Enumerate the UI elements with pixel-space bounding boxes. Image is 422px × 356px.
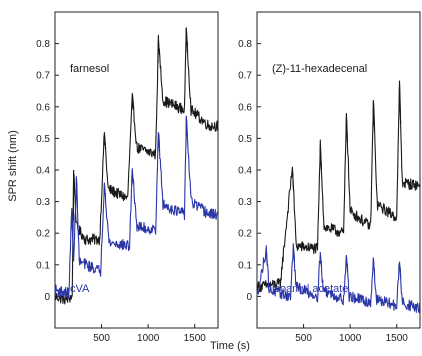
y-tick-label: 0.4 — [238, 166, 252, 177]
left-panel: 0 0.1 0.2 0.3 0.4 0.5 0.6 0.7 0.8 500 1000 1500 fa… — [36, 11, 219, 344]
x-tick-label: 1500 — [184, 333, 207, 344]
peak-spike — [345, 113, 349, 143]
x-tick-label: 1000 — [137, 333, 160, 344]
x-axis-title: Time (s) — [210, 340, 250, 352]
y-tick-label: 0.3 — [36, 197, 50, 208]
series-line-farnesol — [54, 27, 219, 305]
left-panel-series — [54, 27, 219, 305]
peak-spike — [131, 97, 134, 110]
peak-spike — [319, 144, 323, 170]
y-tick-label: 0 — [246, 292, 252, 303]
peak-spike — [372, 258, 376, 275]
peak-spike — [265, 248, 268, 266]
peak-spike — [185, 27, 188, 53]
right-panel-x-ticks: 500 1000 1500 — [295, 324, 408, 344]
peak-spike — [291, 166, 295, 191]
right-panel-y-ticks: 0 0.1 0.2 0.3 0.4 0.5 0.6 0.7 0.8 — [238, 39, 261, 303]
y-tick-label: 0.4 — [36, 166, 50, 177]
right-panel: 0 0.1 0.2 0.3 0.4 0.5 0.6 0.7 0.8 500 1000 1500 (Z… — [238, 11, 421, 344]
peak-spike — [72, 169, 76, 221]
peak-spike — [398, 84, 402, 124]
series-label-isoamyl-acetate: isoamyl acetate — [272, 283, 348, 295]
x-tick-label: 500 — [93, 333, 110, 344]
y-tick-label: 0.6 — [36, 102, 50, 113]
peak-spike — [70, 207, 74, 243]
y-tick-label: 0.5 — [36, 134, 50, 145]
y-tick-label: 0.7 — [238, 71, 252, 82]
y-tick-label: 0.1 — [36, 260, 50, 271]
y-tick-label: 0.2 — [238, 229, 252, 240]
y-tick-label: 0.1 — [238, 260, 252, 271]
y-tick-label: 0.3 — [238, 197, 252, 208]
x-tick-label: 500 — [295, 333, 312, 344]
y-tick-label: 0.8 — [238, 39, 252, 50]
y-tick-label: 0.7 — [36, 71, 50, 82]
peak-spike — [103, 182, 107, 198]
right-panel-frame — [256, 11, 421, 329]
peak-spike — [103, 132, 107, 150]
y-tick-label: 0.5 — [238, 134, 252, 145]
left-panel-x-ticks: 500 1000 1500 — [93, 324, 206, 344]
y-tick-label: 0.6 — [238, 102, 252, 113]
peak-spike — [398, 261, 402, 279]
peak-spike — [292, 245, 295, 263]
x-tick-label: 1500 — [386, 333, 409, 344]
peak-spike — [157, 40, 161, 64]
x-tick-label: 1000 — [339, 333, 362, 344]
y-tick-label: 0.8 — [36, 39, 50, 50]
y-axis-title: SPR shift (nm) — [7, 130, 19, 202]
y-tick-label: 0 — [44, 292, 50, 303]
peak-spike — [131, 169, 134, 186]
peak-spike — [75, 176, 79, 211]
peak-spike — [319, 252, 323, 268]
series-line-z-11-hexadecenal — [256, 80, 421, 293]
series-line-isoamyl-acetate — [256, 243, 421, 314]
left-panel-y-ticks: 0 0.1 0.2 0.3 0.4 0.5 0.6 0.7 0.8 — [36, 39, 59, 303]
series-label-hexadecenal: (Z)-11-hexadecenal — [272, 63, 367, 75]
series-label-cva: cVA — [70, 283, 90, 295]
series-line-cva — [54, 115, 219, 299]
peak-spike — [345, 255, 349, 272]
left-panel-frame — [54, 11, 219, 329]
y-tick-label: 0.2 — [36, 229, 50, 240]
right-panel-series — [256, 80, 421, 314]
series-label-farnesol: farnesol — [70, 63, 109, 75]
peak-spike — [372, 100, 376, 132]
peak-spike — [185, 116, 188, 146]
peak-spike — [157, 132, 161, 152]
